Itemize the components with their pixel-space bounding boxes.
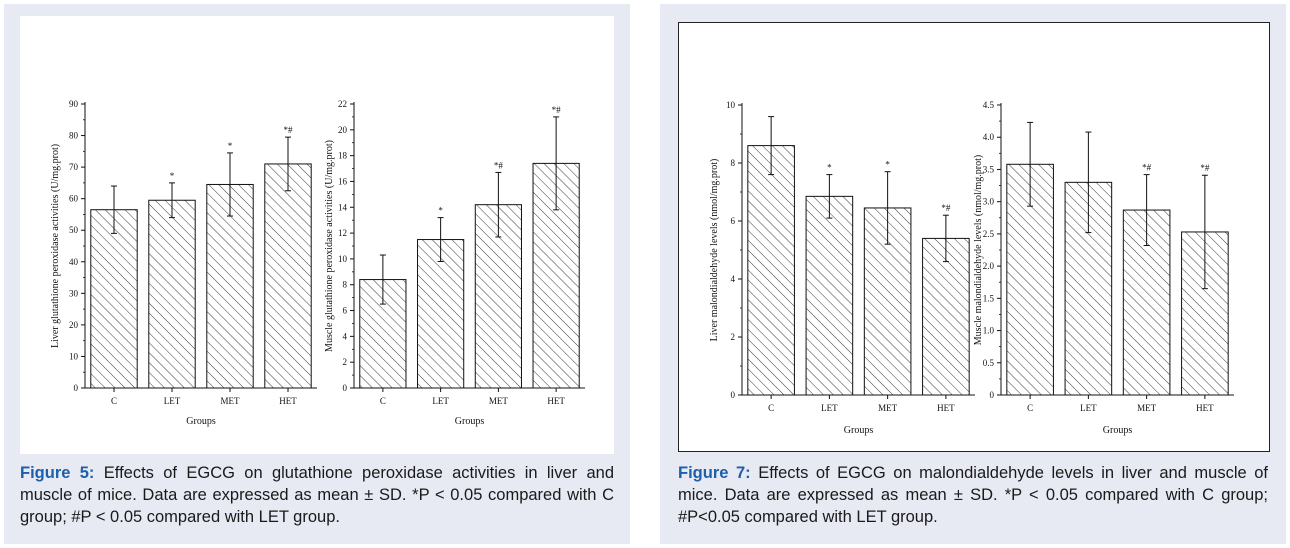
x-tick-label: MET [878, 403, 898, 413]
y-tick-label: 6 [731, 216, 736, 226]
y-tick-label: 2 [343, 357, 348, 367]
y-tick-label: 20 [338, 125, 348, 135]
x-tick-label: MET [1137, 403, 1157, 413]
x-tick-label: LET [821, 403, 838, 413]
y-tick-label: 40 [69, 257, 79, 267]
x-tick-label: C [380, 396, 386, 406]
x-tick-label: HET [547, 396, 565, 406]
y-tick-label: 6 [343, 306, 348, 316]
y-tick-label: 20 [69, 320, 79, 330]
y-tick-label: 10 [726, 100, 736, 110]
figure-5-label: Figure 5: [20, 464, 95, 482]
y-axis-label: Muscle glutathione peroxidase activities… [324, 140, 335, 352]
figure-7-svg: 0 2 4 6 8 10 C * LET * MET *# HET Groups Liver malondi… [709, 100, 1234, 436]
y-tick-label: 80 [69, 131, 79, 141]
y-tick-label: 8 [731, 158, 736, 168]
y-tick-label: 0 [343, 383, 348, 393]
x-tick-label: LET [432, 396, 449, 406]
significance-mark: *# [1142, 163, 1152, 173]
significance-mark: * [438, 206, 443, 216]
y-tick-label: 1.0 [983, 326, 995, 336]
figure-5-caption: Figure 5: Effects of EGCG on glutathione… [20, 462, 614, 528]
y-tick-label: 4 [343, 331, 348, 341]
significance-mark: *# [1200, 163, 1210, 173]
y-tick-label: 60 [69, 194, 79, 204]
bar-let [805, 195, 854, 396]
y-tick-label: 70 [69, 162, 79, 172]
y-tick-label: 4.5 [983, 100, 995, 110]
x-tick-label: LET [164, 396, 181, 406]
figure-7-panel: 0 2 4 6 8 10 C * LET * MET *# HET Groups Liver malondi… [660, 4, 1286, 544]
bar-het [264, 163, 312, 389]
bar-het [532, 162, 580, 389]
x-axis-label: Groups [186, 416, 216, 427]
figure-5-caption-text: Effects of EGCG on glutathione peroxidas… [20, 464, 614, 526]
y-tick-label: 2.0 [983, 261, 995, 271]
x-tick-label: C [1027, 403, 1033, 413]
figure-5-chart-area: 0 10 20 30 40 50 60 70 80 90 C * LET * MET *# HET Groups L… [20, 16, 614, 454]
y-tick-label: 0 [74, 383, 79, 393]
x-axis-label: Groups [455, 416, 485, 427]
y-tick-label: 16 [338, 176, 348, 186]
bar-let [148, 199, 196, 389]
y-tick-label: 18 [338, 151, 348, 161]
y-tick-label: 50 [69, 225, 79, 235]
y-tick-label: 30 [69, 288, 79, 298]
y-tick-label: 2.5 [983, 229, 995, 239]
significance-mark: * [228, 141, 233, 151]
y-tick-label: 4.0 [983, 132, 995, 142]
x-axis-label: Groups [1103, 425, 1133, 436]
bar-c [747, 145, 795, 396]
significance-mark: *# [941, 203, 951, 213]
y-tick-label: 10 [338, 254, 348, 264]
y-tick-label: 1.5 [983, 293, 995, 303]
y-tick-label: 10 [69, 351, 79, 361]
y-tick-label: 3.0 [983, 197, 995, 207]
y-tick-label: 0.5 [983, 358, 995, 368]
significance-mark: * [170, 171, 175, 181]
bar-met [206, 183, 254, 389]
y-tick-label: 2 [731, 332, 736, 342]
y-axis-label: Muscle malondialdehyde levels (nmol/mg.p… [973, 155, 984, 346]
figure-7-chart-area: 0 2 4 6 8 10 C * LET * MET *# HET Groups Liver malondi… [678, 22, 1270, 452]
chart-fig5-liver: 0 10 20 30 40 50 60 70 80 90 C * LET * MET *# HET Groups L… [50, 99, 317, 427]
y-tick-label: 0 [731, 390, 736, 400]
significance-mark: *# [552, 105, 562, 115]
chart-fig5-muscle: 0 2 4 6 8 10 12 14 16 18 20 22 C * LET *# MET *# HET Groups… [324, 99, 585, 427]
bar-het [922, 237, 970, 396]
y-tick-label: 3.5 [983, 164, 995, 174]
y-tick-label: 14 [338, 202, 348, 212]
y-tick-label: 90 [69, 99, 79, 109]
significance-mark: * [827, 163, 832, 173]
x-tick-label: MET [221, 396, 241, 406]
bar-let [417, 239, 465, 389]
figure-7-caption-text: Effects of EGCG on malondialdehyde level… [678, 464, 1268, 526]
y-axis-label: Liver malondialdehyde levels (nmol/mg.pr… [709, 159, 720, 342]
bar-c [90, 209, 138, 389]
y-tick-label: 12 [338, 228, 347, 238]
significance-mark: *# [494, 160, 504, 170]
x-tick-label: HET [279, 396, 297, 406]
figure-7-label: Figure 7: [678, 464, 751, 482]
x-tick-label: LET [1080, 403, 1097, 413]
x-tick-label: C [111, 396, 117, 406]
y-tick-label: 22 [338, 99, 347, 109]
figure-7-caption: Figure 7: Effects of EGCG on malondialde… [678, 462, 1268, 528]
chart-fig7-muscle: 0 0.5 1.0 1.5 2.0 2.5 3.0 3.5 4.0 4.5 C LET *# MET *# H… [973, 100, 1234, 436]
y-tick-label: 0 [990, 390, 995, 400]
figure-5-svg: 0102030405060708090C*LET*MET*#HETGroupsL… [50, 99, 585, 427]
x-tick-label: MET [489, 396, 509, 406]
significance-mark: *# [284, 125, 294, 135]
figure-5-panel: 0 10 20 30 40 50 60 70 80 90 C * LET * MET *# HET Groups L… [4, 4, 630, 544]
y-axis-label: Liver glutathione peroxidase activities … [50, 144, 61, 348]
x-tick-label: HET [1196, 403, 1214, 413]
x-tick-label: C [768, 403, 774, 413]
chart-fig7-liver: 0 2 4 6 8 10 C * LET * MET *# HET Groups Liver malondi… [709, 100, 975, 436]
y-tick-label: 8 [343, 280, 348, 290]
significance-mark: * [885, 160, 890, 170]
x-axis-label: Groups [844, 425, 874, 436]
y-tick-label: 4 [731, 274, 736, 284]
x-tick-label: HET [937, 403, 955, 413]
